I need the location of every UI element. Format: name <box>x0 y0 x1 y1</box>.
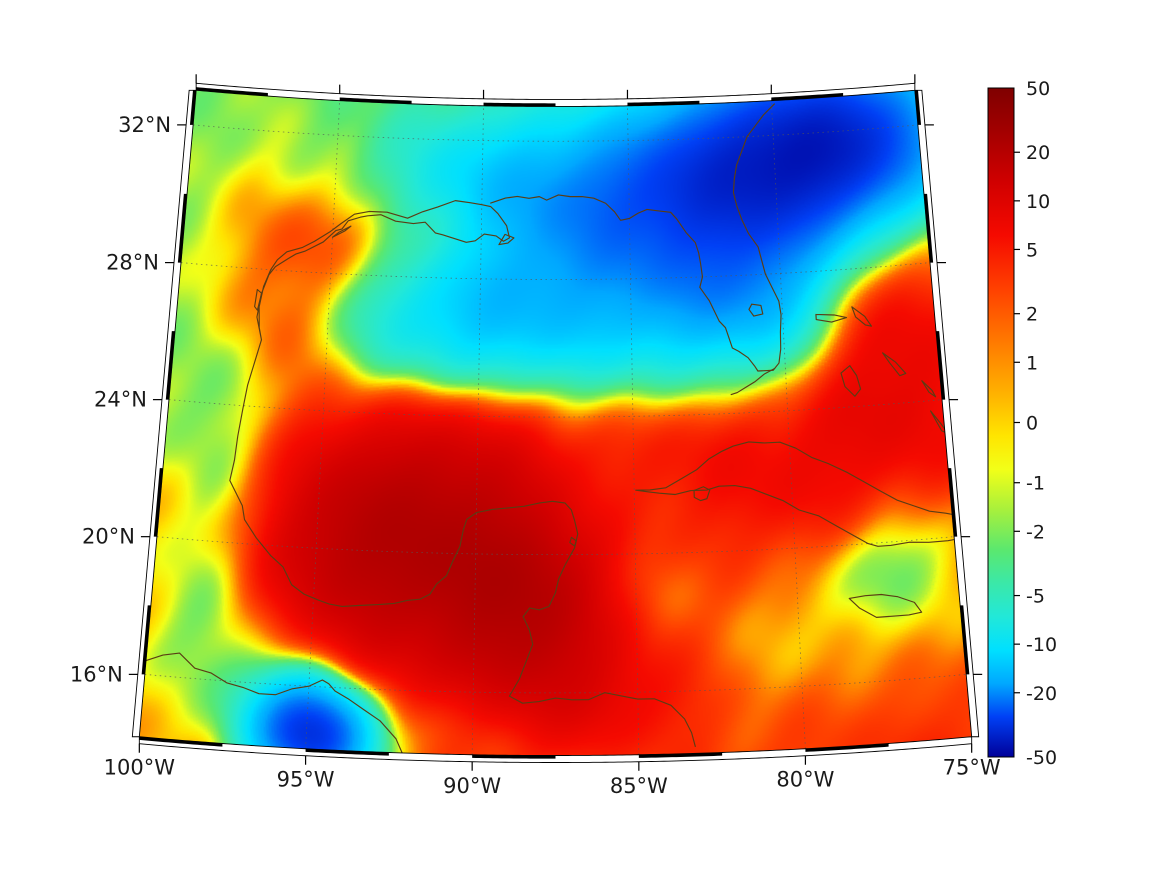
field-raster <box>140 90 972 756</box>
map-frame <box>131 82 980 763</box>
axis-ticks: 100°W 95°W 90°W 85°W 80°W 75°W 32°N 28°N 24°N 20°… <box>70 74 1001 798</box>
colorbar-tick-label: 2 <box>1026 304 1038 326</box>
x-axis-tick-label: 100°W <box>104 756 176 780</box>
colorbar-tick-label: 5 <box>1026 239 1038 261</box>
x-axis-tick-label: 80°W <box>776 768 834 792</box>
colorbar-tick-label: -10 <box>1026 634 1057 656</box>
y-axis-tick-label: 32°N <box>118 113 171 137</box>
colorbar-tick-label: -50 <box>1026 747 1057 769</box>
colorbar-tick-label: -1 <box>1026 473 1045 495</box>
y-axis-tick-label: 20°N <box>82 525 135 549</box>
colorbar-tick-label: -20 <box>1026 683 1057 705</box>
colorbar-gradient <box>987 87 1015 758</box>
x-axis-tick-label: 85°W <box>610 774 668 798</box>
colorbar-tick-label: -2 <box>1026 521 1045 543</box>
colorbar-tick-label: 20 <box>1026 142 1050 164</box>
x-axis-tick-label: 90°W <box>443 774 501 798</box>
colorbar-tick-label: 10 <box>1026 191 1050 213</box>
colorbar-tick-label: 1 <box>1026 352 1038 374</box>
y-axis-tick-label: 28°N <box>106 251 159 275</box>
colorbar-tick-label: 50 <box>1026 78 1050 100</box>
y-axis-tick-label: 16°N <box>70 662 123 686</box>
coastlines <box>145 103 972 754</box>
x-axis-tick-label: 95°W <box>277 768 335 792</box>
colorbar-tick-label: 0 <box>1026 413 1038 435</box>
colorbar-tick-label: -5 <box>1026 586 1045 608</box>
y-axis-tick-label: 24°N <box>94 388 147 412</box>
x-axis-tick-label: 75°W <box>943 756 1001 780</box>
